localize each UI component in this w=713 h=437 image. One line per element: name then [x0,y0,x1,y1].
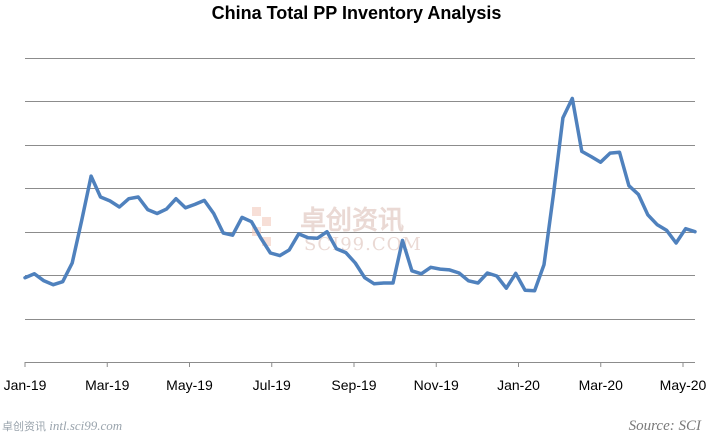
x-tick-labels: Jan-19 Mar-19 May-19 Jul-19 Sep-19 Nov-19 Jan-… [4,362,707,393]
gridlines [25,58,695,320]
watermark-cn: 卓创资讯 [300,206,404,236]
footer-brand: 卓创资讯 intl.sci99.com [2,418,122,434]
x-tick-label: May-20 [660,377,707,393]
x-tick-label: May-19 [166,377,213,393]
series-layer [23,96,697,293]
footer-site: intl.sci99.com [49,418,123,433]
x-tick-label: Nov-19 [414,377,459,393]
watermark: 卓创资讯 SCI99.COM [252,206,422,255]
x-tick-label: Jan-20 [497,377,540,393]
source-note: Source: SCI [628,418,701,434]
chart-title: China Total PP Inventory Analysis [211,3,502,23]
x-tick-label: Mar-20 [579,377,624,393]
x-tick-label: Jan-19 [4,377,47,393]
series-line [23,96,697,293]
x-tick-label: Jul-19 [253,377,291,393]
footer-brand-cn: 卓创资讯 [2,420,46,433]
watermark-en: SCI99.COM [304,234,422,255]
x-tick-label: Mar-19 [85,377,130,393]
x-tick-label: Sep-19 [331,377,376,393]
